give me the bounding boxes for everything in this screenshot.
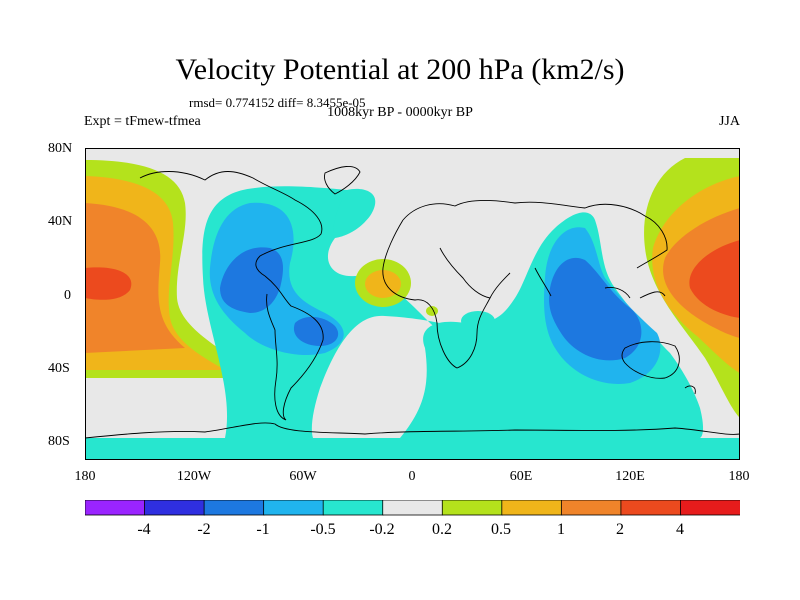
colorbar-swatch	[560, 500, 622, 516]
lon-label-120w: 120W	[176, 469, 212, 484]
lon-label-60e: 60E	[509, 469, 533, 484]
colorbar-label: 2	[616, 521, 624, 538]
map-title: Velocity Potential at 200 hPa (km2/s)	[175, 53, 625, 86]
colorbar-swatch	[680, 500, 740, 516]
lon-label-180e: 180	[728, 469, 750, 484]
positive-field-east	[644, 158, 740, 418]
lon-label-60w: 60W	[289, 469, 317, 484]
colorbar-swatch	[501, 500, 563, 516]
lat-label-40n: 40N	[48, 214, 73, 229]
lat-label-80s: 80S	[48, 434, 70, 449]
colorbar-swatch	[144, 500, 205, 516]
colorbar-swatch	[85, 500, 146, 516]
stats-text: rmsd= 0.774152 diff= 8.3455e-05	[189, 95, 366, 110]
colorbar-swatch	[203, 500, 265, 516]
negative-spot-east-africa	[461, 311, 495, 331]
lon-label-120e: 120E	[615, 469, 645, 484]
colorbar-swatch	[620, 500, 682, 516]
positive-field-west	[85, 160, 255, 378]
colorbar-label: -4	[137, 521, 151, 538]
colorbar-swatch	[263, 500, 325, 516]
velocity-potential-map	[85, 148, 740, 460]
colorbar-label: 0.5	[491, 521, 511, 538]
colorbar-label: -2	[197, 521, 211, 538]
negative-field-atlantic	[202, 186, 490, 438]
coastlines	[85, 166, 740, 439]
colorbar-swatch	[382, 500, 444, 516]
period-text: 1008kyr BP - 0000kyr BP	[327, 105, 473, 120]
experiment-label: Expt = tFmew-tfmea	[84, 114, 201, 129]
colorbar-label: 4	[676, 521, 684, 538]
colorbar-swatch	[322, 500, 384, 516]
colorbar-label: 0.2	[432, 521, 452, 538]
colorbar-label: -0.5	[310, 521, 336, 538]
colorbar-label: -1	[256, 521, 270, 538]
colorbar	[85, 500, 740, 516]
lat-label-80n: 80N	[48, 141, 73, 156]
lat-label-40s: 40S	[48, 361, 70, 376]
season-label: JJA	[718, 114, 740, 129]
negative-band-antarctic	[85, 438, 740, 460]
colorbar-label: -0.2	[369, 521, 395, 538]
map-frame	[85, 148, 740, 460]
colorbar-label: 1	[557, 521, 565, 538]
lon-label-0: 0	[408, 469, 416, 484]
lon-label-180w: 180	[74, 469, 96, 484]
colorbar-swatch	[441, 500, 503, 516]
lat-label-0: 0	[64, 288, 71, 303]
